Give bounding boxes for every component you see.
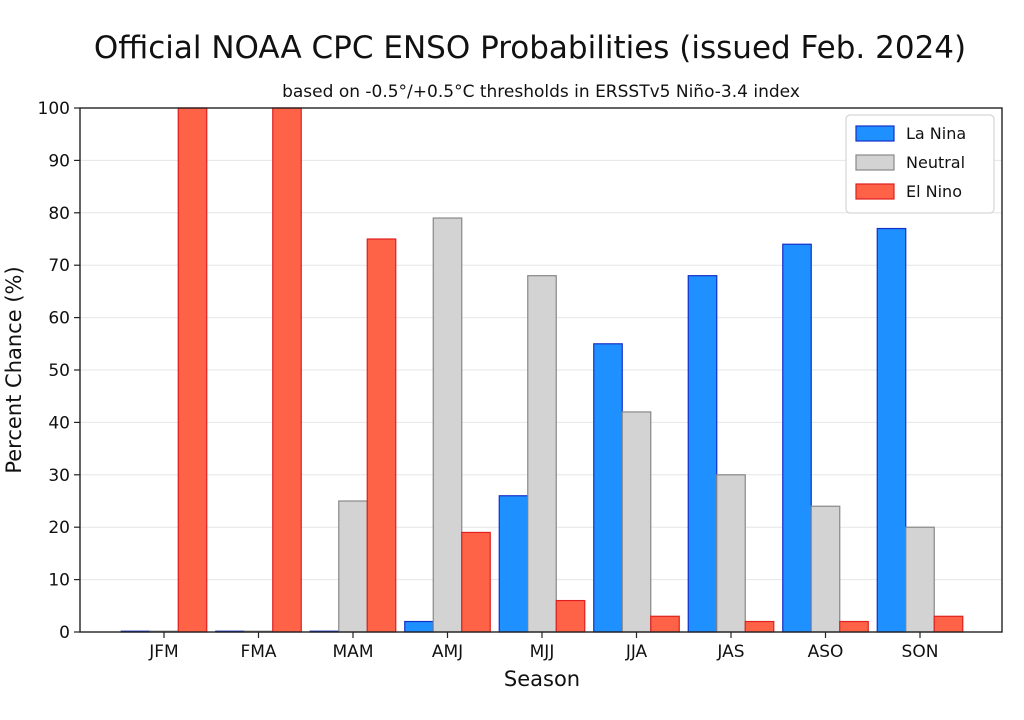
- x-axis-label: Season: [504, 667, 580, 691]
- y-tick-label-30: 30: [48, 466, 70, 486]
- x-tick-label-amj: AMJ: [432, 642, 463, 662]
- bar-el-nino-amj: [461, 531, 491, 633]
- bar-neutral-mjj: [527, 275, 557, 633]
- legend-label-la-nina: La Nina: [906, 124, 966, 143]
- y-tick-label-100: 100: [38, 99, 70, 119]
- legend-swatch-neutral: [855, 154, 895, 171]
- x-tick-label-mjj: MJJ: [530, 642, 555, 662]
- bar-neutral-jja: [621, 411, 652, 633]
- bar-neutral-jas: [716, 474, 746, 633]
- plot-frame: [79, 107, 1003, 633]
- bar-la-nina-mjj: [498, 495, 529, 633]
- y-tick-label-90: 90: [48, 151, 70, 171]
- chart-subtitle: based on -0.5°/+0.5°C thresholds in ERSS…: [282, 82, 800, 102]
- bar-la-nina-amj: [404, 620, 434, 633]
- legend-swatch-la-nina: [855, 125, 895, 142]
- x-tick-label-fma: FMA: [240, 642, 276, 662]
- bar-el-nino-son: [933, 615, 964, 633]
- legend-swatch-el-nino: [855, 183, 895, 200]
- chart-title: Official NOAA CPC ENSO Probabilities (is…: [93, 30, 967, 66]
- legend-label-neutral: Neutral: [906, 153, 965, 172]
- x-tick-label-jfm: JFM: [148, 642, 178, 662]
- bar-el-nino-aso: [839, 620, 869, 633]
- bar-neutral-son: [905, 526, 935, 633]
- bar-el-nino-jfm: [177, 107, 208, 633]
- bar-la-nina-aso: [782, 243, 812, 633]
- y-tick-label-10: 10: [48, 571, 70, 591]
- legend: La Nina Neutral El Nino: [845, 114, 995, 214]
- x-tick-label-jja: JJA: [625, 642, 648, 662]
- bar-el-nino-jja: [650, 615, 680, 633]
- bar-la-nina-jja: [593, 343, 623, 633]
- bar-el-nino-fma: [272, 107, 302, 633]
- axes: 0 10 20 30 40 50 60 70 80 90 100 JFM FMA MAM AMJ MJJ JJA…: [2, 99, 1003, 691]
- bar-neutral-aso: [810, 505, 841, 633]
- x-tick-label-aso: ASO: [808, 642, 844, 662]
- x-tick-label-mam: MAM: [333, 642, 374, 662]
- y-tick-label-70: 70: [48, 256, 70, 276]
- bar-el-nino-jas: [744, 620, 775, 633]
- bar-la-nina-son: [876, 227, 907, 633]
- x-tick-label-son: SON: [902, 642, 939, 662]
- y-tick-label-60: 60: [48, 309, 70, 329]
- bar-el-nino-mam: [366, 238, 397, 633]
- bars: [120, 107, 964, 633]
- y-tick-label-80: 80: [48, 204, 70, 224]
- bar-el-nino-mjj: [555, 599, 586, 633]
- y-axis-label: Percent Chance (%): [2, 266, 26, 473]
- bar-neutral-mam: [338, 500, 368, 633]
- legend-label-el-nino: El Nino: [906, 182, 962, 201]
- y-tick-label-50: 50: [48, 361, 70, 381]
- x-tick-label-jas: JAS: [716, 642, 744, 662]
- bar-la-nina-jas: [687, 275, 718, 633]
- y-tick-label-0: 0: [59, 623, 70, 643]
- y-tick-label-20: 20: [48, 518, 70, 538]
- y-tick-label-40: 40: [48, 413, 70, 433]
- bar-neutral-amj: [432, 217, 463, 633]
